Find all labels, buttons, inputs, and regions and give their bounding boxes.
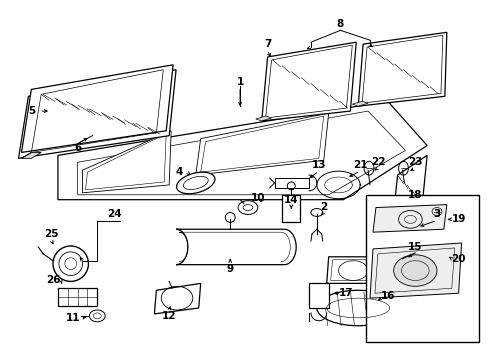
Polygon shape — [21, 65, 173, 152]
Polygon shape — [176, 229, 296, 265]
Text: 14: 14 — [284, 195, 298, 205]
Text: 3: 3 — [432, 210, 440, 220]
Polygon shape — [358, 32, 446, 106]
Text: 15: 15 — [407, 242, 422, 252]
Bar — [308, 283, 328, 308]
Text: 17: 17 — [338, 288, 353, 298]
Polygon shape — [392, 156, 426, 221]
Ellipse shape — [89, 310, 105, 322]
Text: 25: 25 — [44, 229, 58, 239]
Text: 18: 18 — [407, 190, 422, 200]
Text: 5: 5 — [28, 106, 35, 116]
Polygon shape — [82, 131, 171, 193]
Polygon shape — [326, 257, 411, 283]
Text: 11: 11 — [65, 313, 80, 323]
Polygon shape — [154, 283, 200, 314]
Polygon shape — [21, 152, 41, 158]
Text: 21: 21 — [352, 160, 366, 170]
Polygon shape — [316, 290, 399, 326]
Polygon shape — [19, 70, 176, 158]
Text: 10: 10 — [250, 193, 264, 203]
Ellipse shape — [238, 201, 257, 215]
Text: 22: 22 — [370, 157, 385, 167]
Text: 1: 1 — [236, 77, 243, 86]
Polygon shape — [369, 243, 461, 298]
Polygon shape — [274, 178, 308, 188]
Text: 24: 24 — [106, 210, 121, 220]
Bar — [366, 195, 478, 342]
Polygon shape — [255, 116, 271, 121]
Text: 6: 6 — [74, 144, 81, 153]
Text: 13: 13 — [311, 160, 325, 170]
Polygon shape — [195, 113, 328, 175]
Text: 12: 12 — [162, 311, 176, 321]
Text: 2: 2 — [320, 202, 326, 212]
Text: 26: 26 — [46, 275, 60, 285]
Text: 4: 4 — [175, 167, 183, 177]
Text: 9: 9 — [226, 264, 233, 274]
Polygon shape — [261, 42, 356, 121]
Ellipse shape — [393, 255, 436, 286]
Text: 7: 7 — [264, 39, 271, 49]
Text: 8: 8 — [336, 19, 344, 30]
Polygon shape — [351, 101, 367, 106]
Polygon shape — [58, 288, 97, 306]
Bar — [282, 195, 300, 222]
Polygon shape — [58, 101, 426, 200]
Text: 23: 23 — [407, 157, 422, 167]
Ellipse shape — [176, 172, 215, 194]
Text: 20: 20 — [450, 254, 465, 264]
Text: 19: 19 — [450, 215, 465, 224]
Polygon shape — [372, 204, 446, 232]
Text: 16: 16 — [380, 291, 394, 301]
